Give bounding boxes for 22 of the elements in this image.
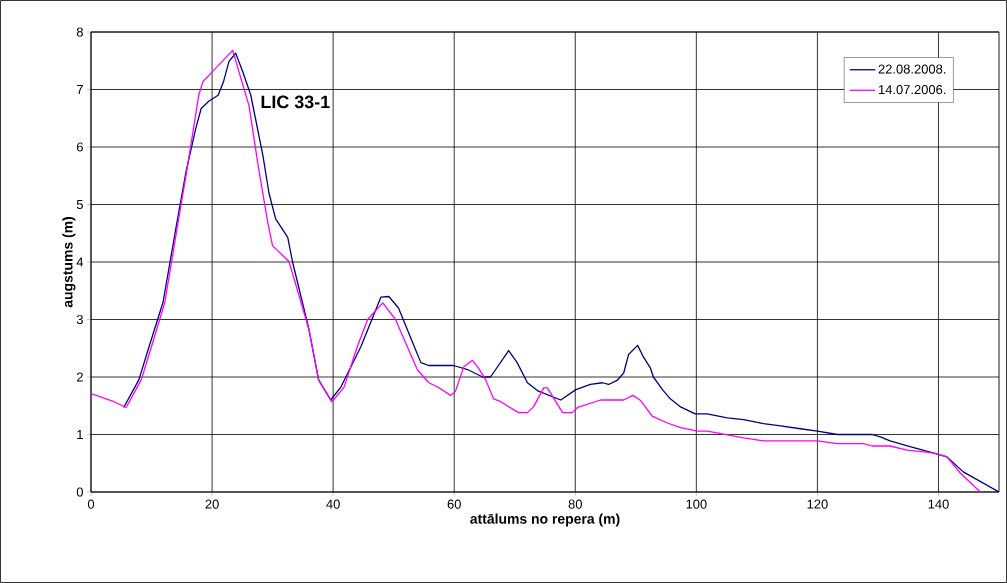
y-axis-title: augstums (m) [62,216,76,308]
y-tick-label: 1 [77,430,83,439]
x-axis-title: attālums no repera (m) [470,513,620,527]
x-tick-label: 60 [447,499,461,509]
x-tick-label: 80 [568,499,582,509]
legend-label: 14.07.2006. [878,85,946,95]
y-tick-label: 4 [76,257,84,267]
x-tick-label: 140 [928,499,949,509]
y-tick-label: 6 [76,142,83,152]
y-tick-label: 8 [76,27,83,37]
y-tick-label: 5 [76,199,83,210]
x-tick-label: 120 [807,499,828,509]
text: LIC 33-1 [261,95,330,109]
legend-label: 22.08.2008. [878,64,946,74]
y-tick-label: 0 [76,487,83,497]
x-tick-label: 40 [326,499,340,509]
x-tick-label: 20 [205,499,219,509]
y-tick-label: 3 [76,314,83,325]
x-tick-label: 0 [87,499,95,509]
y-tick-label: 7 [76,85,83,94]
x-tick-label: 100 [686,499,707,509]
y-tick-label: 2 [76,372,83,382]
